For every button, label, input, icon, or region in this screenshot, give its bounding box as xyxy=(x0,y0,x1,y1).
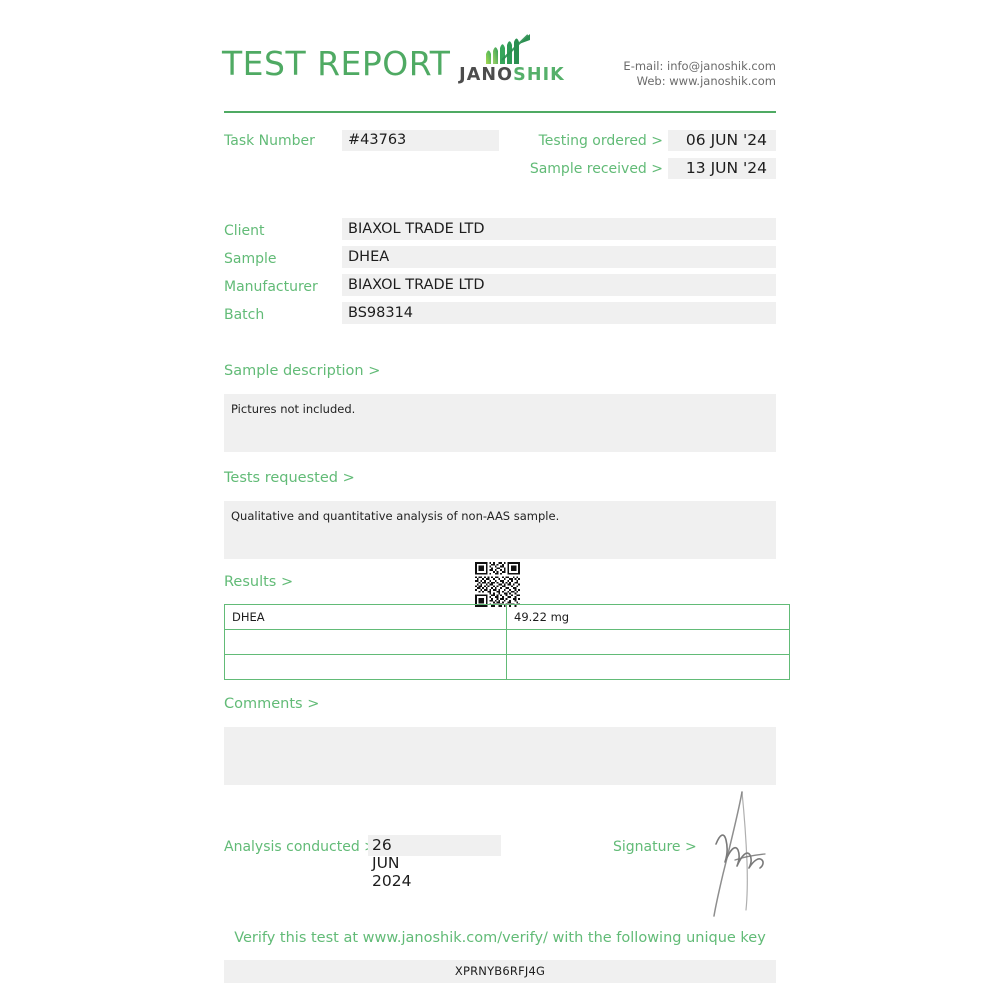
result-amount: 49.22 mg xyxy=(506,604,790,630)
verify-key-value: XPRNYB6RFJ4G xyxy=(454,964,546,978)
logo-word-dark: JANO xyxy=(459,65,514,85)
qr-code-icon[interactable] xyxy=(475,562,520,607)
manufacturer-label: Manufacturer xyxy=(224,279,318,295)
result-analyte: DHEA xyxy=(224,604,507,630)
manufacturer-field xyxy=(342,274,776,296)
task-number-value: #43763 xyxy=(348,132,407,148)
sample-label: Sample xyxy=(224,251,277,267)
batch-value: BS98314 xyxy=(348,305,414,321)
task-number-label: Task Number xyxy=(224,133,315,149)
sample-received-field xyxy=(668,158,776,179)
analysis-conducted-field xyxy=(368,835,501,856)
result-analyte xyxy=(224,629,507,655)
tests-requested-body: Qualitative and quantitative analysis of… xyxy=(224,501,776,559)
sample-description-heading: Sample description > xyxy=(224,363,381,379)
header-divider xyxy=(224,111,776,113)
contact-email: E-mail: info@janoshik.com xyxy=(623,59,776,73)
page-title: TEST REPORT xyxy=(222,44,451,83)
info-row-client: Client BIAXOL TRADE LTD xyxy=(224,218,776,246)
manufacturer-value: BIAXOL TRADE LTD xyxy=(348,277,485,293)
testing-ordered-field xyxy=(668,130,776,151)
sample-received-label: Sample received > xyxy=(529,161,663,177)
results-heading: Results > xyxy=(224,574,294,590)
signature-label: Signature > xyxy=(613,839,697,855)
report-sheet: TEST REPORT xyxy=(222,0,790,1000)
sample-description-body: Pictures not included. xyxy=(224,394,776,452)
sample-description-text: Pictures not included. xyxy=(231,402,356,416)
logo-wordmark: JANOSHIK xyxy=(452,65,572,85)
tests-requested-heading: Tests requested > xyxy=(224,470,355,486)
verify-key-field xyxy=(224,960,776,983)
info-row-sample: Sample DHEA xyxy=(224,246,776,274)
handwritten-signature-icon xyxy=(702,788,780,918)
result-analyte xyxy=(224,654,507,680)
verify-instructions: Verify this test at www.janoshik.com/ver… xyxy=(234,930,766,946)
info-row-batch: Batch BS98314 xyxy=(224,302,776,330)
client-value: BIAXOL TRADE LTD xyxy=(348,221,485,237)
info-row-manufacturer: Manufacturer BIAXOL TRADE LTD xyxy=(224,274,776,302)
sample-info-block: Client BIAXOL TRADE LTD Sample DHEA Manu… xyxy=(224,218,776,330)
batch-label: Batch xyxy=(224,307,265,323)
sample-received-value: 13 JUN '24 xyxy=(685,159,767,177)
table-row xyxy=(224,629,790,655)
task-number-field xyxy=(342,130,499,151)
task-and-dates-row: Task Number #43763 Testing ordered > 06 … xyxy=(224,130,776,182)
janoshik-logo: JANOSHIK xyxy=(452,34,572,96)
analysis-conducted-label: Analysis conducted > xyxy=(224,839,376,855)
contact-info: E-mail: info@janoshik.com Web: www.janos… xyxy=(623,59,776,89)
client-field xyxy=(342,218,776,240)
results-table: DHEA 49.22 mg xyxy=(224,604,790,680)
batch-field xyxy=(342,302,776,324)
testing-ordered-label: Testing ordered > xyxy=(538,133,663,149)
table-row: DHEA 49.22 mg xyxy=(224,604,790,630)
client-label: Client xyxy=(224,223,265,239)
contact-web: Web: www.janoshik.com xyxy=(636,74,776,88)
logo-word-green: SHIK xyxy=(513,65,565,85)
comments-heading: Comments > xyxy=(224,696,320,712)
table-row xyxy=(224,654,790,680)
tests-requested-text: Qualitative and quantitative analysis of… xyxy=(231,509,560,523)
sample-field xyxy=(342,246,776,268)
result-amount xyxy=(506,629,790,655)
ascending-bars-arrow-icon xyxy=(478,34,534,64)
report-header: TEST REPORT xyxy=(222,34,776,102)
analysis-conducted-value: 26 JUN 2024 xyxy=(372,836,412,890)
result-amount xyxy=(506,654,790,680)
comments-body xyxy=(224,727,776,785)
sample-value: DHEA xyxy=(348,249,390,265)
testing-ordered-value: 06 JUN '24 xyxy=(685,131,767,149)
